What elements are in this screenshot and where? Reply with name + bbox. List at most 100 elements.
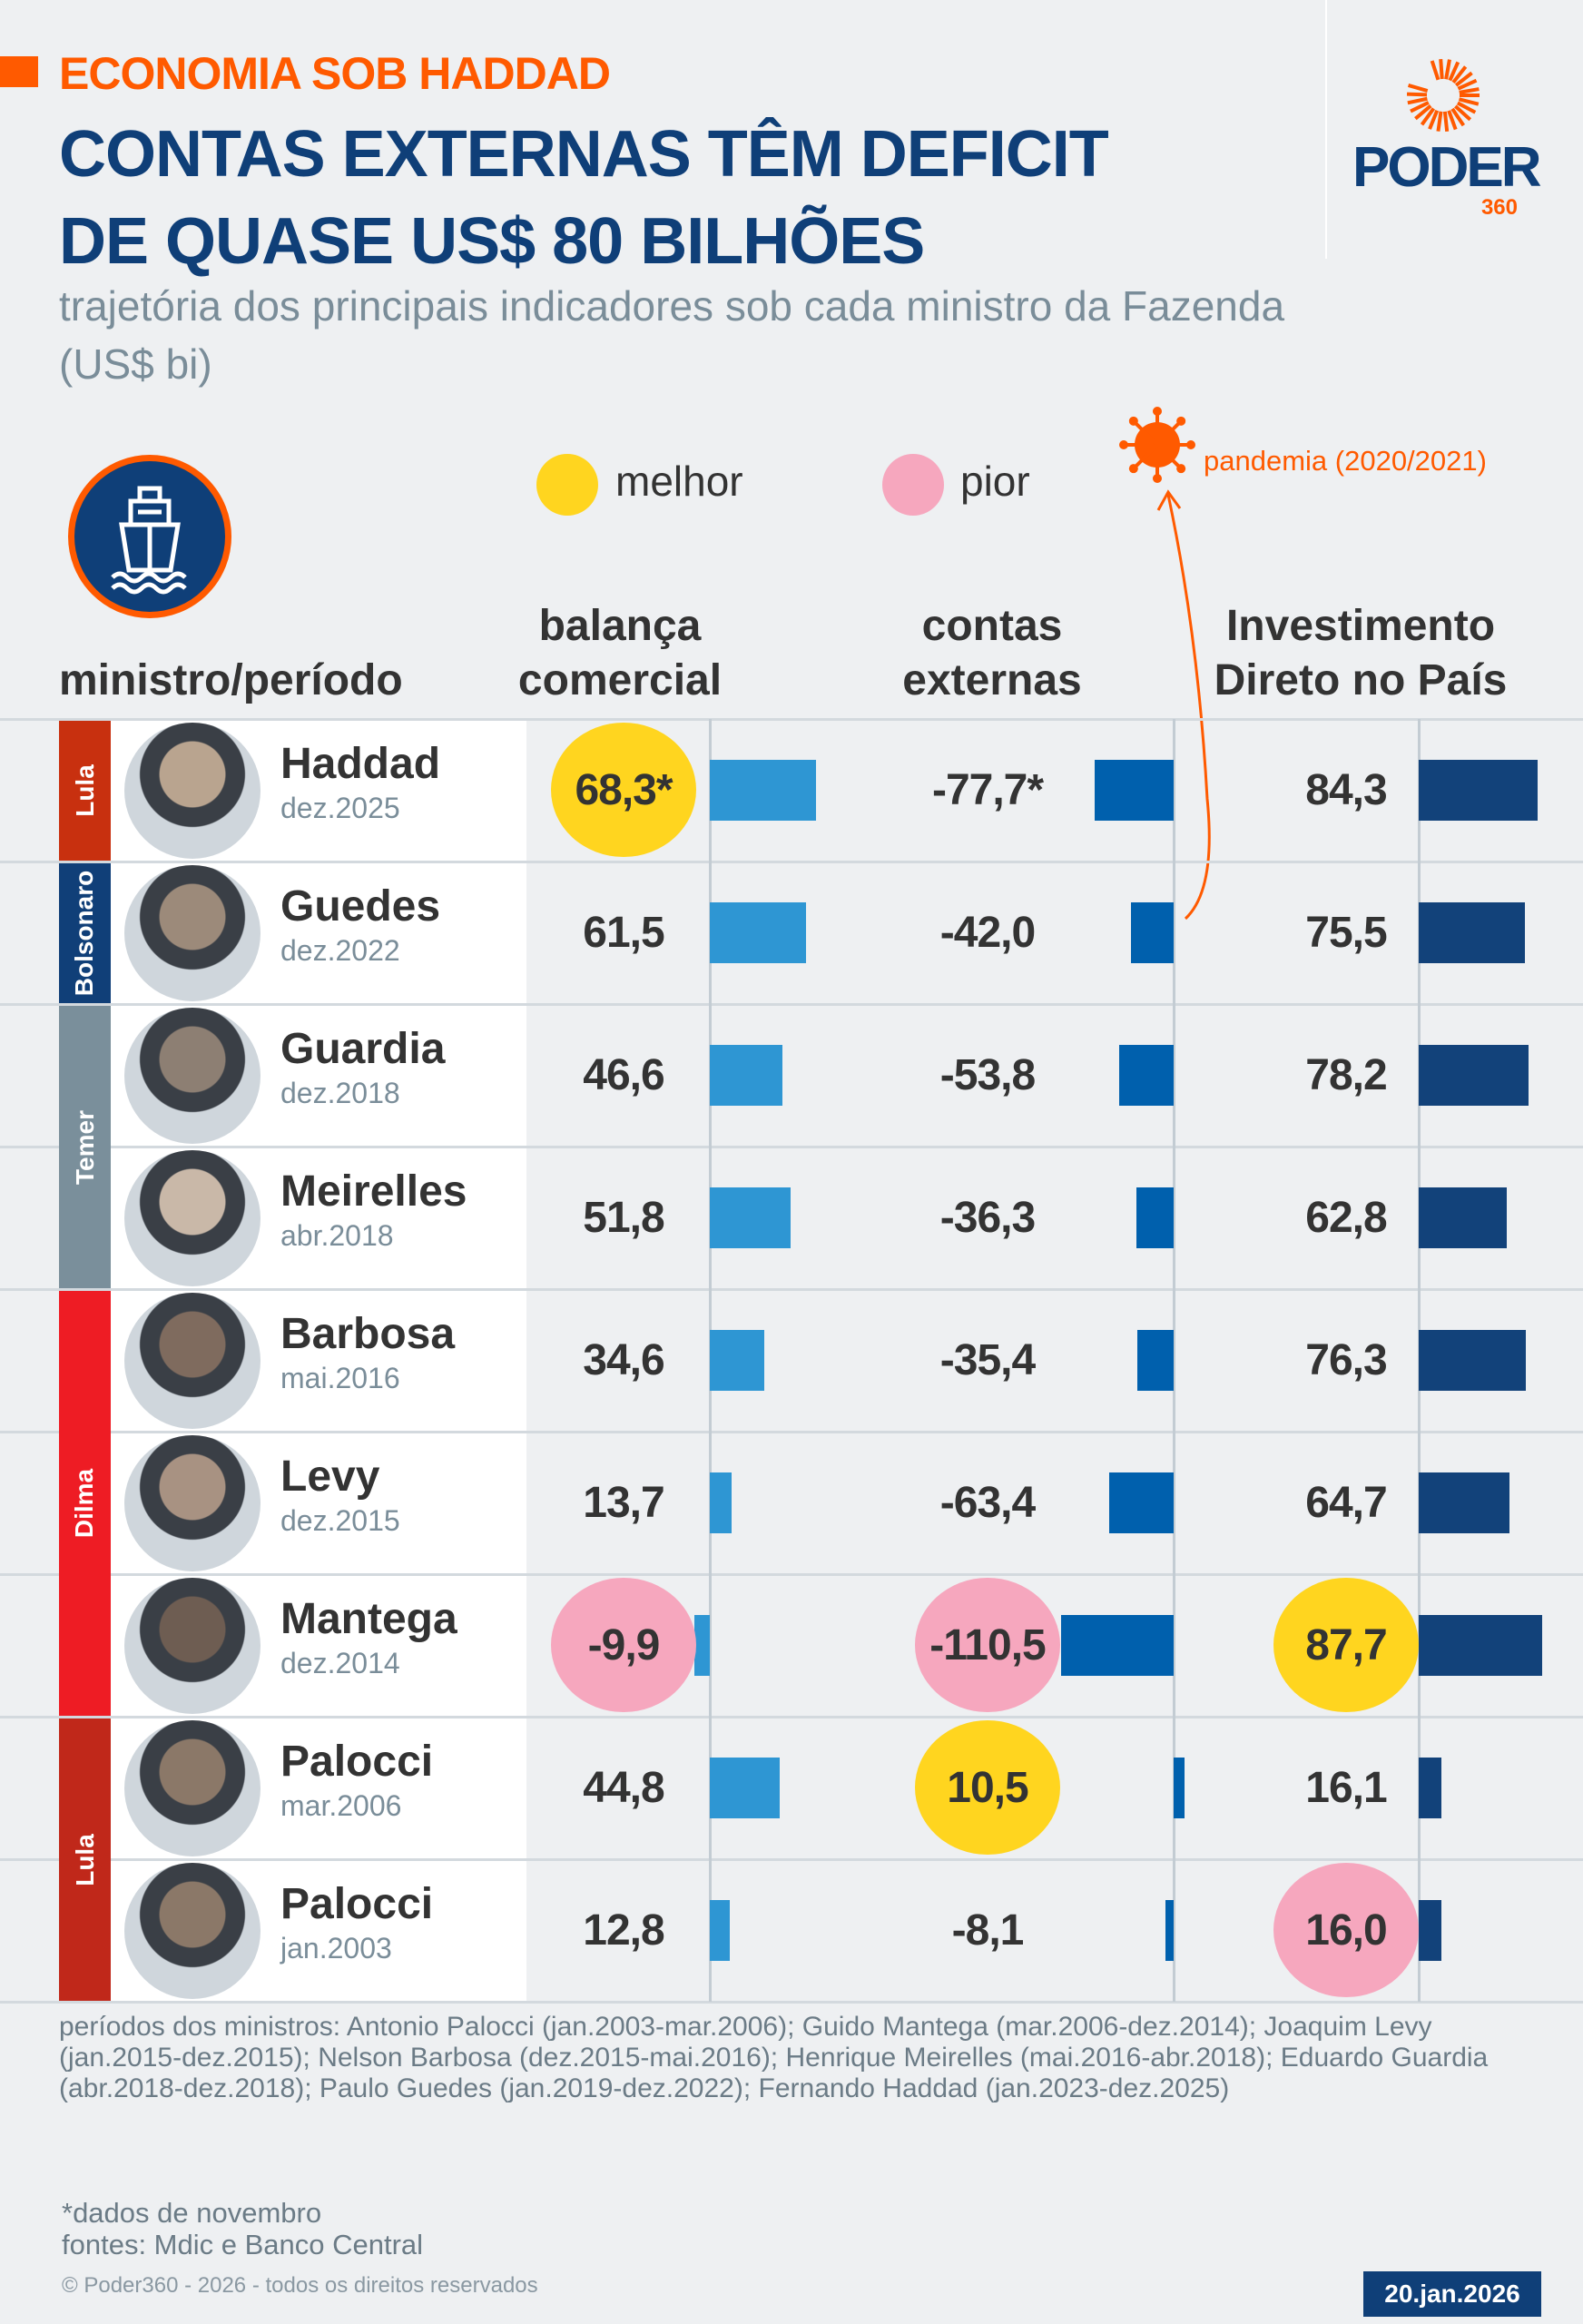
row-separator [0,718,1583,721]
minister-date: jan.2003 [280,1932,392,1965]
minister-name: Palocci [280,1738,434,1786]
row-separator [0,1146,1583,1148]
minister-photo [124,1150,261,1286]
row-separator [0,1003,1583,1006]
balanca-value: 46,6 [583,1050,664,1099]
minister-photo [124,865,261,1001]
minister-name: Mantega [280,1595,457,1643]
contas-value: -77,7* [931,765,1044,814]
minister-date: dez.2025 [280,792,400,824]
pandemic-legend-label: pandemia (2020/2021) [1204,445,1487,477]
minister-name: Barbosa [280,1310,456,1358]
contas-bar [1165,1900,1174,1961]
minister-name: Meirelles [280,1167,467,1216]
contas-bar [1174,1758,1185,1818]
header-idp-text: Investimento Direto no País [1214,602,1508,704]
minister-photo [124,1008,261,1144]
table-row: Palocci mar.2006 44,8 10,5 16,1 [0,1717,1583,1859]
idp-bar [1419,1615,1542,1676]
table-row: Meirelles abr.2018 51,8 -36,3 62,8 [0,1147,1583,1289]
table-row: Barbosa mai.2016 34,6 -35,4 76,3 [0,1289,1583,1432]
minister-name: Palocci [280,1880,434,1928]
minister-name: Haddad [280,740,441,788]
contas-value: -63,4 [939,1478,1036,1527]
minister-photo [124,1435,261,1571]
minister-name: Levy [280,1452,380,1501]
pandemic-arrow [1156,489,1211,921]
minister-name: Guedes [280,882,441,931]
logo: PODER 360 [1352,54,1541,221]
idp-bar [1419,1187,1508,1248]
idp-bar [1419,1330,1527,1391]
footnote: *dados de novembro [62,2197,322,2229]
idp-value: 62,8 [1305,1193,1387,1242]
header-balanca: balança comercial [484,599,756,708]
balanca-bar [693,1615,710,1676]
row-separator [0,1858,1583,1861]
contas-value: -8,1 [951,1905,1025,1955]
better-legend-dot [536,454,598,516]
table-row: Guedes dez.2022 61,5 -42,0 75,5 [0,862,1583,1004]
idp-bar [1419,1472,1510,1533]
minister-photo [124,1578,261,1714]
header-balanca-text: balança comercial [517,602,723,704]
balanca-bar [710,1187,792,1248]
contas-bar [1108,1472,1174,1533]
minister-date: dez.2014 [280,1647,400,1679]
kicker-marker [0,56,38,87]
idp-bar [1419,1758,1441,1818]
party-band-temer: Temer [59,1006,111,1288]
balanca-value: 44,8 [583,1763,664,1812]
idp-bar [1419,902,1526,963]
balanca-bar [710,1330,764,1391]
idp-bar [1419,760,1538,821]
minister-photo [124,723,261,859]
date-badge: 20.jan.2026 [1363,2271,1541,2317]
contas-bar [1061,1615,1174,1676]
balanca-bar [710,760,817,821]
minister-photo [124,1863,261,1999]
row-separator [0,1573,1583,1576]
row-separator [0,2001,1583,2004]
party-band-bolsonaro: Bolsonaro [59,863,111,1003]
minister-photo [124,1293,261,1429]
subtitle: trajetória dos principais indicadores so… [59,282,1285,388]
table-row: Palocci jan.2003 12,8 -8,1 16,0 [0,1859,1583,2002]
row-separator [0,1716,1583,1718]
idp-value: 78,2 [1305,1050,1387,1099]
header-contas-text: contas externas [902,602,1082,704]
balanca-bar [710,1045,783,1106]
sun-logo-icon [1406,58,1480,132]
idp-value-worse: 16,0 [1273,1863,1419,1997]
party-band-dilma: Dilma [59,1291,111,1716]
minister-date: dez.2022 [280,934,400,967]
contas-axis [1173,719,1175,2002]
page-title: CONTAS EXTERNAS TÊM DEFICIT DE QUASE US$ … [59,111,1109,285]
idp-value: 16,1 [1305,1763,1387,1812]
party-band-lula: Lula [59,1718,111,2001]
copyright: © Poder360 - 2026 - todos os direitos re… [62,2273,538,2298]
contas-bar [1094,760,1174,821]
contas-bar [1136,1187,1174,1248]
table-row: Levy dez.2015 13,7 -63,4 64,7 [0,1432,1583,1574]
minister-date: dez.2018 [280,1077,400,1109]
contas-value: -35,4 [939,1335,1036,1384]
contas-bar [1130,902,1174,963]
balanca-bar [710,1900,731,1961]
minister-date: dez.2015 [280,1504,400,1537]
row-separator [0,1431,1583,1433]
ship-icon [68,455,231,618]
sources: fontes: Mdic e Banco Central [62,2229,424,2260]
contas-bar [1118,1045,1174,1106]
kicker: ECONOMIA SOB HADDAD [59,48,611,99]
idp-value: 75,5 [1305,908,1387,957]
virus-icon [1119,407,1195,483]
periods-note: períodos dos ministros: Antonio Palocci … [59,2012,1489,2103]
minister-date: mai.2016 [280,1362,400,1394]
minister-date: abr.2018 [280,1219,394,1252]
minister-date: mar.2006 [280,1789,402,1822]
balanca-value: 61,5 [583,908,664,957]
title-line-1: CONTAS EXTERNAS TÊM DEFICIT [59,118,1109,191]
party-band-lula: Lula [59,721,111,861]
balanca-value-better: 68,3* [551,723,696,857]
